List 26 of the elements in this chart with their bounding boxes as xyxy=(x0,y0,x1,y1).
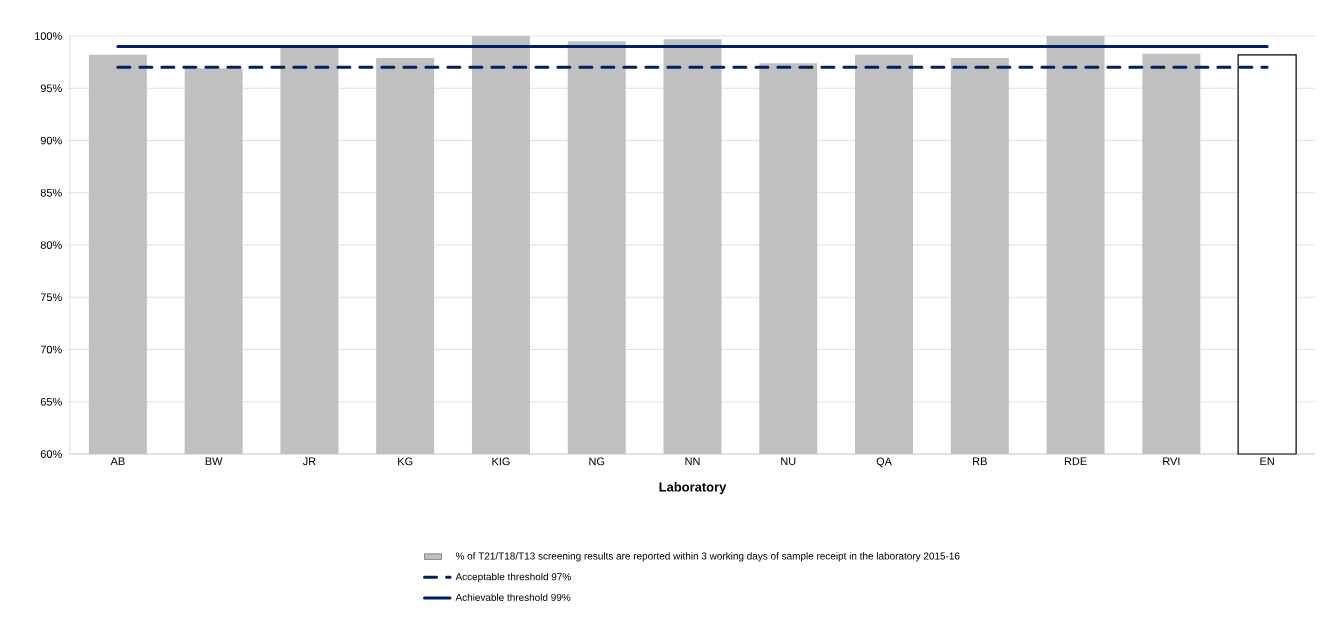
x-axis-title: Laboratory xyxy=(659,482,727,495)
x-tick-label: NG xyxy=(589,457,605,466)
legend-label: % of T21/T18/T13 screening results are reported within 3 working days of sample receipt in the laboratory 2015-16 xyxy=(455,552,960,562)
y-tick-label: 75% xyxy=(40,293,62,302)
x-tick-label: NN xyxy=(685,457,700,466)
y-tick-label: 90% xyxy=(40,136,62,145)
x-tick-label: RB xyxy=(973,457,987,466)
x-tick-label: KG xyxy=(398,457,413,466)
x-tick-label: RVI xyxy=(1163,457,1180,466)
legend-label: Achievable threshold 99% xyxy=(455,593,571,601)
x-tick-label: JR xyxy=(302,457,316,466)
legend-label: Acceptable threshold 97% xyxy=(455,572,571,583)
y-tick-label: 70% xyxy=(40,345,62,354)
x-tick-label: QA xyxy=(876,457,892,468)
x-tick-label: NU xyxy=(781,457,796,466)
y-tick-label: 65% xyxy=(40,397,62,406)
x-tick-label: RDE xyxy=(1064,457,1087,466)
y-tick-label: 80% xyxy=(40,241,62,249)
y-tick-label: 85% xyxy=(40,188,62,197)
x-tick-label: BW xyxy=(205,457,223,466)
x-tick-label: EN xyxy=(1260,457,1274,466)
x-tick-label: AB xyxy=(110,457,125,466)
y-tick-label: 100% xyxy=(35,32,62,40)
x-tick-label: KIG xyxy=(492,457,510,466)
y-tick-label: 95% xyxy=(40,84,62,93)
y-tick-label: 60% xyxy=(40,450,62,458)
